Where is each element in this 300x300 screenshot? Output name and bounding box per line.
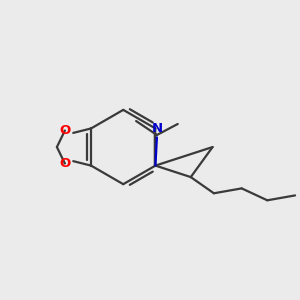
Text: O: O: [59, 124, 70, 137]
Text: N: N: [151, 122, 163, 135]
Text: O: O: [59, 157, 70, 170]
